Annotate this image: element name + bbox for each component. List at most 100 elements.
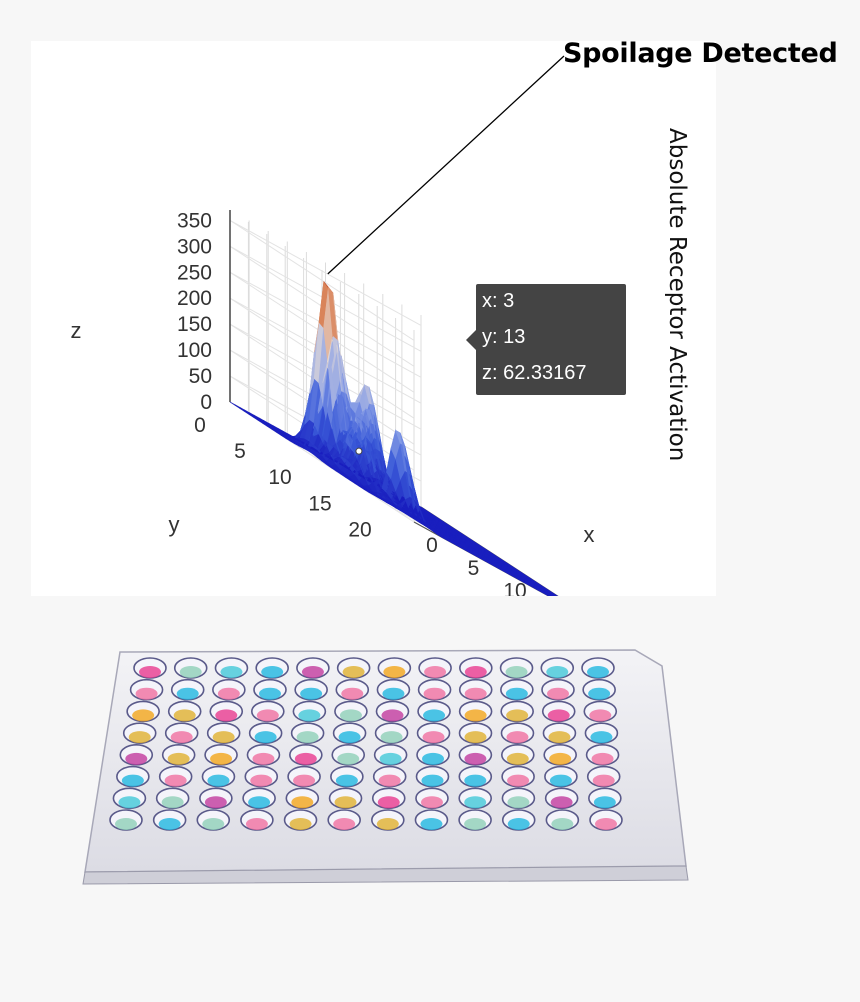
- plate-well-liquid: [549, 774, 572, 787]
- plate-well-liquid: [135, 687, 158, 700]
- plate-skirt: [82, 865, 689, 885]
- z-tick-label: 50: [189, 365, 212, 388]
- plate-well-liquid: [424, 666, 447, 678]
- plate-well-liquid: [301, 666, 324, 678]
- plate-well-liquid: [215, 709, 238, 722]
- tooltip-y-row: y: 13: [482, 326, 525, 349]
- colorbar-title: Absolute Receptor Activation: [664, 128, 690, 462]
- plate-well-liquid: [546, 666, 569, 678]
- plate-well-liquid: [376, 818, 399, 830]
- plate-well-liquid: [506, 709, 529, 722]
- plate-well-liquid: [254, 731, 277, 744]
- plate-well-liquid: [423, 687, 446, 700]
- annotation-arrow: [327, 55, 565, 275]
- surface-patch: [554, 594, 558, 596]
- z-axis-title: z: [71, 318, 82, 343]
- plate-well-liquid: [464, 687, 487, 700]
- plate-well-liquid: [204, 796, 227, 809]
- plate-well-liquid: [595, 818, 617, 830]
- microplate-image: [80, 644, 692, 894]
- plate-well-liquid: [377, 796, 400, 809]
- plate-well-liquid: [587, 666, 609, 678]
- plate-well-liquid: [293, 774, 316, 787]
- plate-well-liquid: [121, 774, 144, 787]
- z-tick-label: 100: [177, 339, 212, 362]
- plate-well-liquid: [464, 752, 487, 765]
- z-tick-label: 0: [200, 391, 212, 414]
- surface-patch: [547, 594, 551, 596]
- surface-patch: [548, 594, 552, 596]
- plate-well-liquid: [259, 687, 281, 700]
- surface-patch: [548, 592, 556, 596]
- plate-well-liquid: [507, 818, 530, 830]
- y-axis-title: y: [169, 512, 180, 537]
- plate-well-liquid: [592, 774, 615, 787]
- plate-well-liquid: [506, 731, 529, 744]
- plate-well-liquid: [220, 666, 243, 678]
- plate-well-liquid: [342, 666, 365, 678]
- surface-patch: [553, 595, 556, 596]
- plate-well-liquid: [464, 731, 487, 744]
- x-tick-label: 10: [503, 580, 526, 596]
- z-tick-label: 150: [177, 313, 212, 336]
- plate-well-liquid: [294, 752, 317, 765]
- plate-well-liquid: [588, 687, 611, 700]
- plate-well-liquid: [380, 731, 403, 744]
- plate-well-liquid: [248, 796, 271, 809]
- plate-well-liquid: [161, 796, 184, 809]
- plate-well-liquid: [167, 752, 190, 765]
- z-tick-label: 250: [177, 261, 212, 284]
- plate-well-liquid: [591, 752, 614, 765]
- plate-well-liquid: [589, 709, 612, 722]
- plate-well-liquid: [202, 818, 225, 830]
- plate-well-liquid: [256, 709, 279, 722]
- surface-patch: [548, 593, 554, 596]
- plate-well-liquid: [217, 687, 240, 700]
- plate-well-liquid: [548, 731, 571, 744]
- plate-well-liquid: [334, 796, 357, 809]
- plate-well-liquid: [300, 687, 323, 700]
- plate-well-liquid: [210, 752, 233, 765]
- plate-well-liquid: [549, 752, 572, 765]
- x-tick-label: 0: [426, 534, 438, 557]
- microplate-drawing: [82, 649, 689, 885]
- plate-well-liquid: [464, 774, 487, 787]
- plate-well-liquid: [590, 731, 613, 744]
- plate-wells: [109, 657, 623, 831]
- tooltip-z-row: z: 62.33167: [482, 362, 587, 385]
- plate-well-liquid: [422, 752, 445, 765]
- z-tick-label: 350: [177, 209, 212, 232]
- plate-well-liquid: [379, 752, 402, 765]
- plate-well-liquid: [381, 709, 404, 722]
- plate-well-liquid: [420, 796, 443, 809]
- plate-well-liquid: [382, 687, 405, 700]
- surface-plot-3d[interactable]: 0501001502002503003500510152005101520zyx: [31, 41, 716, 596]
- plate-well-liquid: [179, 666, 202, 678]
- plate-well-liquid: [505, 666, 528, 678]
- plate-well-liquid: [464, 818, 487, 830]
- tooltip-z-value: 62.33167: [503, 362, 587, 384]
- plate-well-liquid: [464, 796, 487, 809]
- plate-well-liquid: [115, 818, 137, 830]
- plate-well-liquid: [341, 687, 364, 700]
- plate-well-liquid: [261, 666, 284, 678]
- plate-well-liquid: [333, 818, 356, 830]
- plate-well-liquid: [420, 818, 443, 830]
- plate-well-liquid: [337, 752, 360, 765]
- plate-well-liquid: [164, 774, 187, 787]
- plate-well-liquid: [173, 709, 196, 722]
- y-tick-label: 20: [348, 518, 371, 541]
- plate-well-liquid: [212, 731, 235, 744]
- plate-well-liquid: [245, 818, 268, 830]
- tooltip-z-label: z:: [482, 362, 504, 384]
- plate-well-liquid: [421, 774, 444, 787]
- plate-well-liquid: [296, 731, 319, 744]
- x-tick-label: 5: [468, 557, 480, 580]
- plate-well-liquid: [139, 666, 161, 678]
- plate-well-liquid: [423, 709, 446, 722]
- grid-line: [229, 219, 415, 341]
- x-axis-title: x: [584, 522, 595, 547]
- plate-well-liquid: [505, 687, 528, 700]
- plate-well-liquid: [338, 731, 361, 744]
